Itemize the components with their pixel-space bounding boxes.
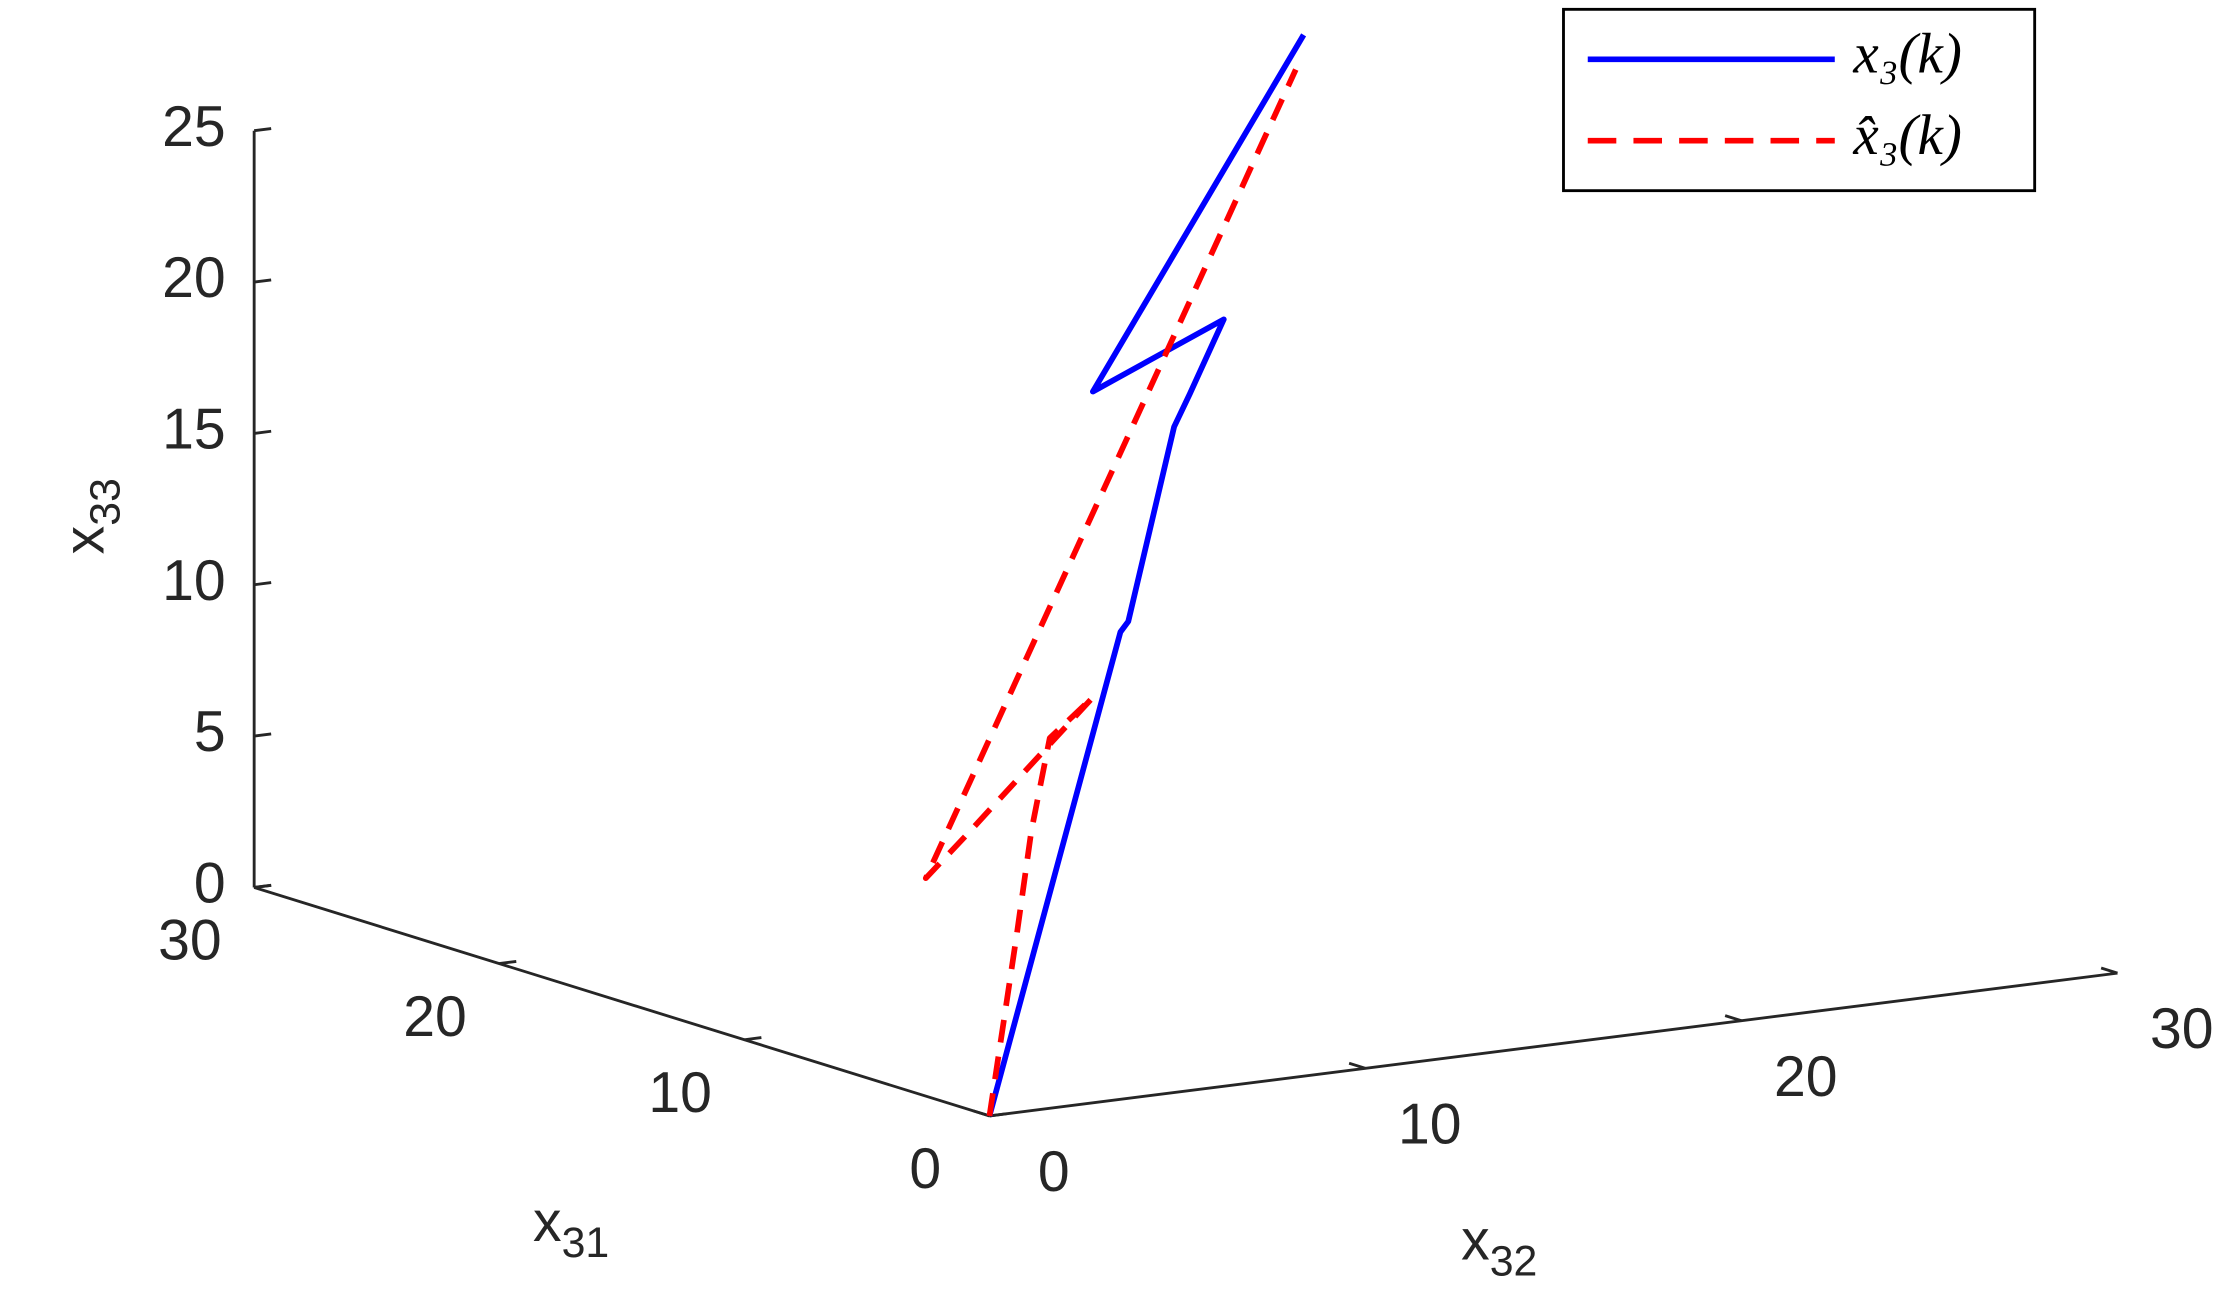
x-axis [253, 886, 990, 1118]
x-tick-label: 10 [648, 1061, 712, 1125]
legend-label: x₃(k) [1852, 22, 1962, 85]
z-tick [253, 581, 272, 587]
zlabel-label: x33 [53, 478, 130, 554]
y-axis [989, 971, 2118, 1118]
legend-box [1562, 7, 2037, 193]
x-tick-label: 0 [909, 1137, 941, 1201]
zlabel-label-text: x [53, 526, 117, 555]
ylabel-label-subscript: 32 [1490, 1238, 1538, 1286]
z-tick-label: 5 [194, 700, 226, 764]
x-tick-label: 20 [403, 985, 467, 1049]
y-tick [1724, 1014, 1742, 1023]
z-tick [253, 278, 272, 284]
y-tick-label: 0 [1038, 1140, 1070, 1204]
x-tick-label: 30 [158, 909, 222, 973]
z-tick-label: 25 [162, 95, 226, 159]
z-tick-label: 10 [162, 549, 226, 613]
legend-label: x̂₃(k) [1852, 104, 1962, 167]
z-tick-label: 20 [162, 246, 226, 310]
xlabel-label: x31 [533, 1190, 609, 1267]
xlabel-label-text: x [533, 1190, 562, 1254]
y-tick [1348, 1061, 1366, 1070]
y-tick-label: 20 [1774, 1045, 1838, 1109]
ylabel-label: x32 [1461, 1209, 1537, 1286]
y-tick-label: 30 [2150, 997, 2214, 1061]
x-tick [744, 1036, 762, 1042]
z-tick-label: 0 [194, 852, 226, 916]
z-tick [253, 883, 272, 889]
z-tick [253, 732, 272, 738]
z-tick [253, 429, 272, 435]
z-tick [253, 127, 272, 133]
y-tick-label: 10 [1398, 1092, 1462, 1156]
x-tick [499, 960, 517, 966]
ylabel-label-text: x [1461, 1209, 1490, 1273]
z-tick-label: 15 [162, 397, 226, 461]
y-tick [2100, 966, 2118, 975]
series-line [922, 68, 1299, 1117]
series-line [986, 33, 1307, 1117]
xlabel-label-subscript: 31 [562, 1219, 610, 1267]
zlabel-label-subscript: 33 [82, 478, 130, 526]
